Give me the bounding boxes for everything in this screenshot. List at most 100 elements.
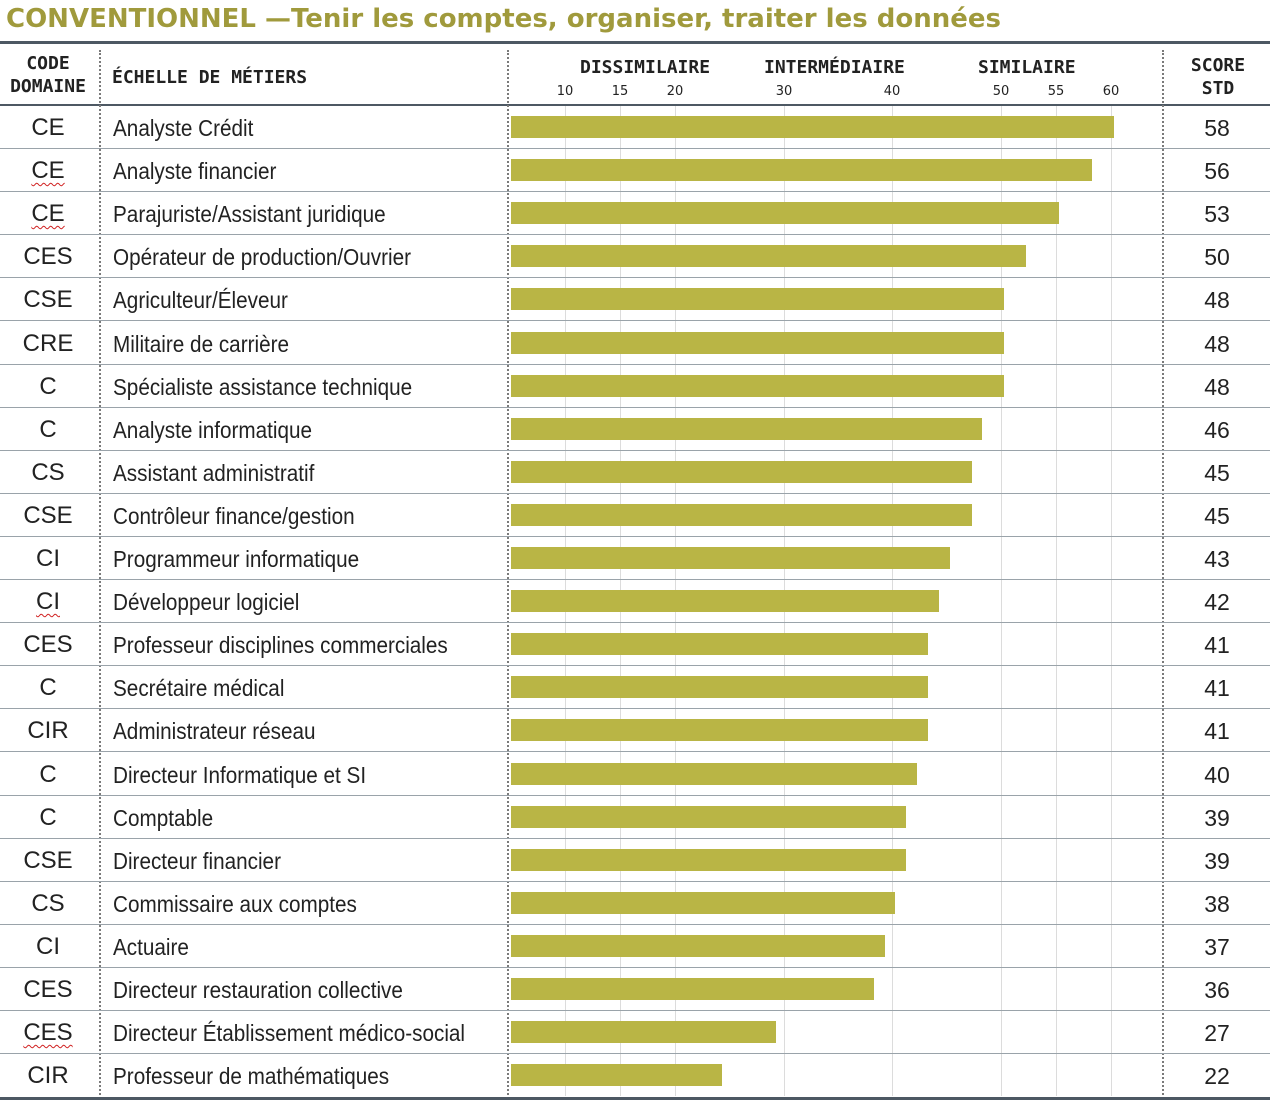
grid-line [1056,106,1057,1096]
table-row: CES Professeur disciplines commerciales 41 [0,623,1270,667]
domain-code: C [39,760,57,788]
domain-code: CRE [22,329,74,357]
header-code-domaine: CODE DOMAINE [2,52,94,98]
table-row: CSE Directeur financier 39 [0,839,1270,882]
x-tick-label: 55 [1047,84,1065,99]
table-row: C Spécialiste assistance technique 48 [0,365,1270,408]
table-row: CRE Militaire de carrière 48 [0,322,1270,365]
occupation-label: Militaire de carrière [113,330,290,357]
occupation-label: Analyste financier [113,158,277,185]
score-value: 41 [1204,675,1230,702]
table-row: C Secrétaire médical 41 [0,666,1270,710]
score-bar [511,891,896,914]
row-divider [0,880,1270,882]
score-bar [511,978,874,1000]
table-row: C Comptable 39 [0,796,1270,839]
occupation-label: Directeur Informatique et SI [113,761,367,788]
x-tick-label: 50 [992,84,1010,99]
domain-code: CE [31,114,65,141]
occupation-label: Commissaire aux comptes [113,890,357,917]
score-value: 48 [1204,330,1230,357]
score-value: 36 [1204,977,1230,1003]
occupation-label: Agriculteur/Éleveur [113,287,288,314]
top-rule [0,41,1270,44]
table-row: CI Actuaire 37 [0,925,1270,968]
row-divider [0,406,1270,408]
occupation-label: Administrateur réseau [113,718,316,745]
table-row: CES Opérateur de production/Ouvrier 50 [0,235,1270,279]
header-score-std: SCORE STD [1170,54,1266,100]
row-divider [0,837,1270,839]
row-divider [0,622,1270,624]
header-score-line2: STD [1201,78,1235,99]
domain-code: CES [23,243,73,271]
score-value: 42 [1204,589,1230,616]
table-row: CS Assistant administratif 45 [0,451,1270,494]
score-bar [511,159,1092,182]
table-row: CES Directeur Établissement médico-social… [0,1011,1270,1055]
row-divider [0,535,1270,537]
domain-code: CES [23,976,73,1003]
table-row: CES Directeur restauration collective 36 [0,968,1270,1011]
row-divider [0,1010,1270,1011]
score-value: 48 [1204,287,1230,314]
occupation-label: Directeur Établissement médico-social [113,1020,466,1047]
domain-code: CS [31,889,65,917]
score-value: 56 [1204,158,1230,185]
page-title: CONVENTIONNEL —Tenir les comptes, organi… [6,4,1001,34]
score-value: 48 [1204,373,1230,400]
grid-line [1001,106,1002,1096]
score-value: 39 [1204,804,1230,831]
score-bar [511,547,950,569]
score-value: 22 [1204,1063,1230,1090]
occupation-label: Analyste informatique [113,416,313,443]
score-bar [511,719,928,742]
header-code-line1: CODE [26,53,70,74]
separator-chart [507,50,509,1095]
occupation-label: Secrétaire médical [113,675,285,702]
score-bar [511,374,1005,397]
bottom-rule [0,1097,1270,1100]
table-row: CIR Professeur de mathématiques 22 [0,1054,1270,1097]
domain-code: CSE [23,286,73,314]
occupation-label: Directeur restauration collective [113,977,403,1003]
score-value: 50 [1204,244,1230,271]
score-bar [511,503,972,526]
score-value: 45 [1204,502,1230,529]
domain-code: CES [23,631,73,659]
score-bar [511,331,1005,354]
score-value: 43 [1204,546,1230,572]
score-bar [511,417,983,440]
x-tick-label: 20 [666,84,684,99]
row-divider [0,923,1270,925]
grid-line [1111,106,1112,1096]
score-bar [511,633,928,656]
occupation-label: Professeur de mathématiques [113,1063,390,1090]
score-value: 53 [1204,201,1230,228]
occupation-label: Contrôleur finance/gestion [113,502,355,529]
header-echelle: ÉCHELLE DE MÉTIERS [112,67,308,88]
row-divider [0,751,1270,753]
score-value: 37 [1204,933,1230,960]
score-value: 58 [1204,115,1230,141]
header-rule [0,104,1270,106]
row-divider [0,191,1270,193]
score-bar [511,590,939,613]
occupation-label: Opérateur de production/Ouvrier [113,244,412,271]
table-row: CIR Administrateur réseau 41 [0,709,1270,753]
row-divider [0,492,1270,494]
table-row: CI Développeur logiciel 42 [0,580,1270,624]
row-divider [0,320,1270,322]
x-tick-label: 10 [556,84,574,99]
domain-code: CE [31,157,65,185]
score-bar [511,805,907,828]
row-divider [0,665,1270,667]
domain-code: CI [36,588,60,616]
score-bar [511,460,972,483]
score-bar [511,288,1005,311]
score-bar [511,1064,722,1087]
domain-code: CS [31,458,65,486]
domain-code: CI [36,932,60,960]
score-value: 41 [1204,632,1230,659]
table-row: CE Parajuriste/Assistant juridique 53 [0,192,1270,236]
